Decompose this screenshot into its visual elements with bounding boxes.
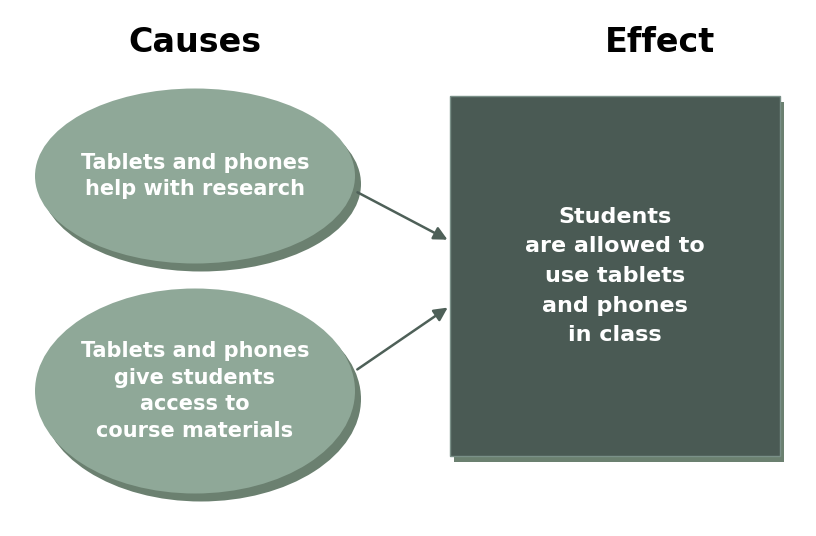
Ellipse shape <box>35 288 355 494</box>
Ellipse shape <box>41 296 361 502</box>
Ellipse shape <box>41 96 361 272</box>
Text: Tablets and phones
give students
access to
course materials: Tablets and phones give students access … <box>81 341 309 441</box>
Text: Causes: Causes <box>128 26 262 59</box>
FancyBboxPatch shape <box>450 96 780 456</box>
Ellipse shape <box>35 88 355 264</box>
Text: Tablets and phones
help with research: Tablets and phones help with research <box>81 153 309 199</box>
Text: Students
are allowed to
use tablets
and phones
in class: Students are allowed to use tablets and … <box>526 207 705 345</box>
Text: Effect: Effect <box>605 26 715 59</box>
FancyBboxPatch shape <box>454 102 784 462</box>
